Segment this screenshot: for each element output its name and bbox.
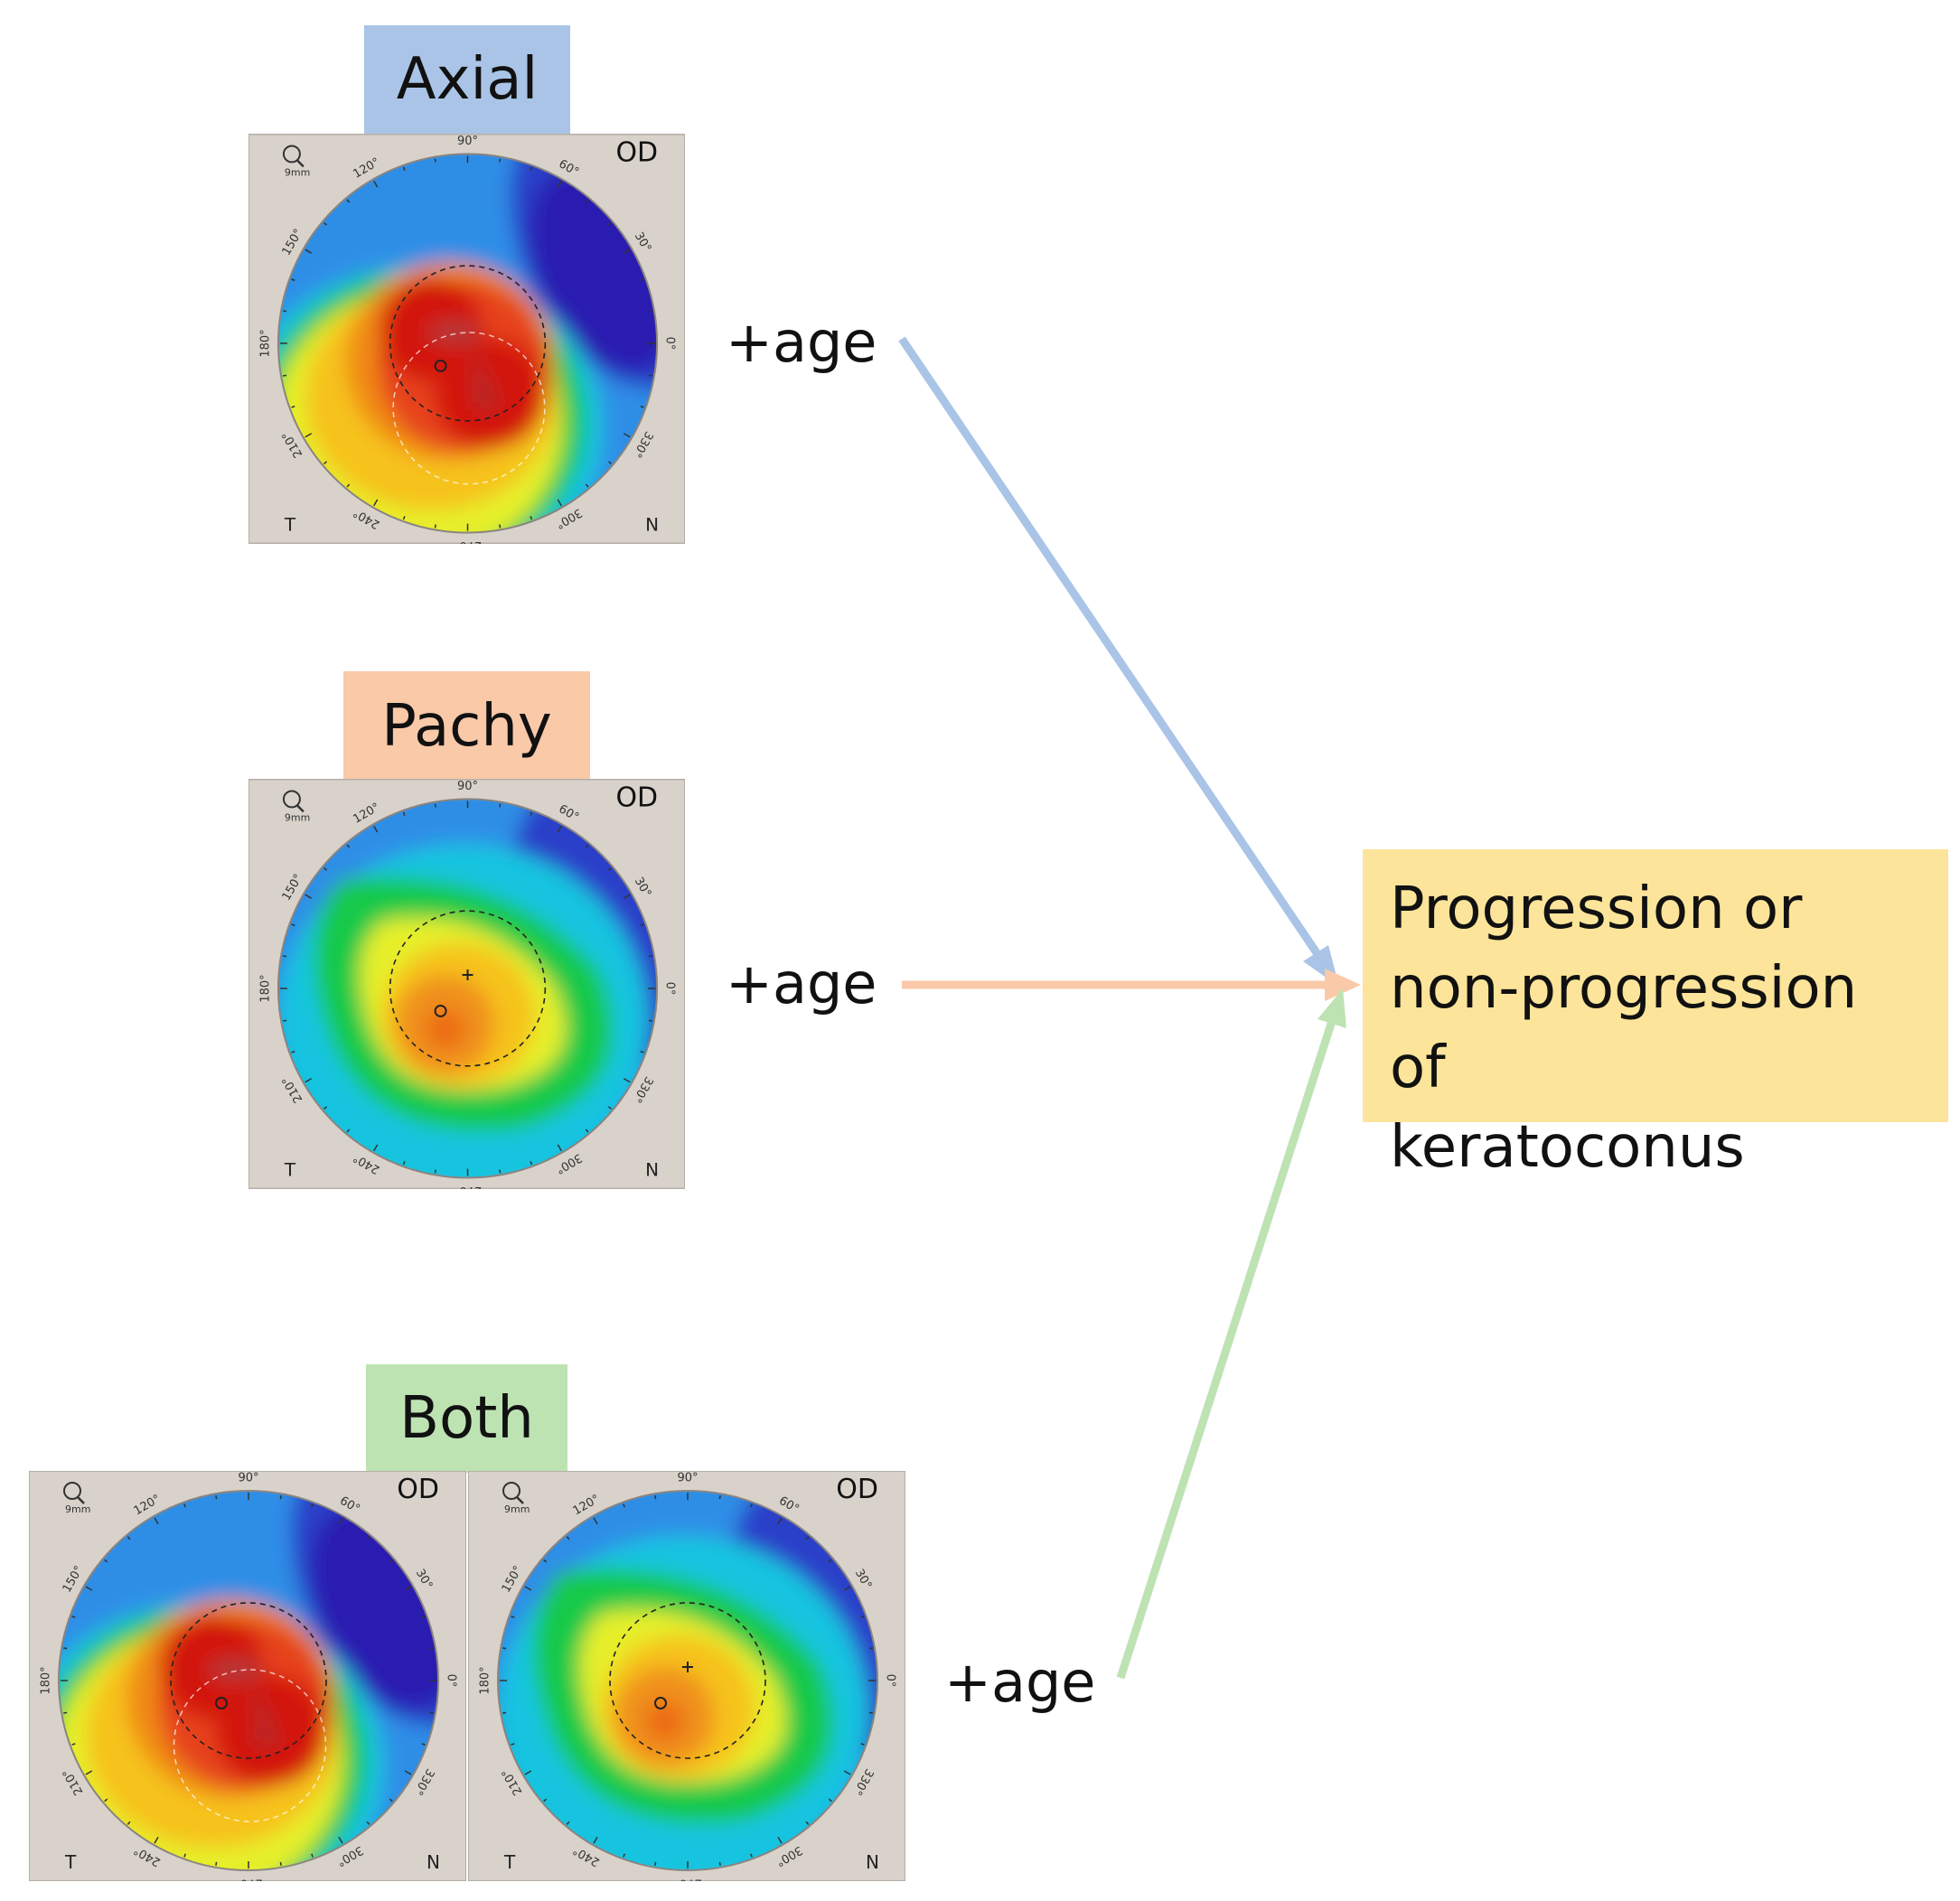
angle-tick-label: 0°: [445, 1674, 458, 1688]
outcome-line-2: non-progression of: [1390, 955, 1858, 1101]
outcome-line-1: Progression or: [1390, 876, 1803, 942]
both-axial-map: 90°60°30°0°330°300°270°240°210°180°150°1…: [28, 1470, 467, 1890]
temporal-label: T: [284, 514, 296, 536]
nasal-label: N: [866, 1851, 879, 1873]
angle-tick-label: 0°: [884, 1674, 897, 1688]
both-label-text: Both: [399, 1385, 534, 1452]
eye-label: OD: [615, 136, 658, 168]
angle-tick-label: 180°: [258, 329, 272, 357]
topography-map: 90°60°30°0°330°300°270°240°210°180°150°1…: [467, 1470, 906, 1890]
pachy-map: 90°60°30°0°330°300°270°240°210°180°150°1…: [248, 778, 686, 1197]
eye-label: OD: [397, 1474, 439, 1505]
both-arrow: [1116, 988, 1346, 1680]
temporal-label: T: [284, 1159, 296, 1181]
zoom-icon: [63, 1482, 85, 1504]
pachy-arrow: [902, 969, 1361, 1001]
angle-tick-label: 0°: [663, 982, 677, 996]
outcome-line-3: keratoconus: [1390, 1114, 1745, 1181]
pachy-age-label: +age: [726, 950, 877, 1016]
axial-label: Axial: [364, 25, 570, 134]
angle-tick-label: 90°: [457, 135, 478, 148]
both-pachy-map: 90°60°30°0°330°300°270°240°210°180°150°1…: [467, 1470, 906, 1890]
topography-map: 90°60°30°0°330°300°270°240°210°180°150°1…: [28, 1470, 467, 1890]
nasal-label: N: [645, 514, 659, 536]
topography-map: 90°60°30°0°330°300°270°240°210°180°150°1…: [248, 778, 686, 1197]
nasal-label: N: [645, 1159, 659, 1181]
angle-tick-label: 0°: [663, 337, 677, 351]
nasal-label: N: [427, 1851, 440, 1873]
angle-tick-label: 90°: [677, 1472, 698, 1485]
zoom-label: 9mm: [285, 811, 310, 823]
axial-map: 90°60°30°0°330°300°270°240°210°180°150°1…: [248, 133, 686, 552]
zoom-icon: [502, 1482, 524, 1504]
zoom-label: 9mm: [285, 166, 310, 178]
pachy-label-text: Pachy: [381, 693, 552, 760]
outcome-box: Progression or non-progression of kerato…: [1363, 849, 1948, 1181]
angle-tick-label: 180°: [258, 974, 272, 1002]
zoom-label: 9mm: [65, 1503, 90, 1515]
eye-label: OD: [836, 1474, 878, 1505]
eye-label: OD: [615, 782, 658, 813]
angle-tick-label: 90°: [457, 780, 478, 793]
angle-tick-label: 90°: [238, 1472, 258, 1485]
temporal-label: T: [64, 1851, 77, 1873]
axial-label-text: Axial: [396, 46, 539, 113]
axial-age-label: +age: [726, 309, 877, 375]
both-age-label: +age: [944, 1649, 1096, 1715]
topography-map: 90°60°30°0°330°300°270°240°210°180°150°1…: [248, 133, 686, 552]
both-label: Both: [366, 1364, 567, 1473]
temporal-label: T: [503, 1851, 516, 1873]
angle-tick-label: 180°: [479, 1666, 492, 1694]
angle-tick-label: 180°: [40, 1666, 53, 1694]
zoom-label: 9mm: [504, 1503, 530, 1515]
axial-arrow: [898, 336, 1339, 987]
zoom-icon: [282, 145, 305, 168]
pachy-label: Pachy: [343, 671, 590, 782]
zoom-icon: [282, 790, 305, 813]
